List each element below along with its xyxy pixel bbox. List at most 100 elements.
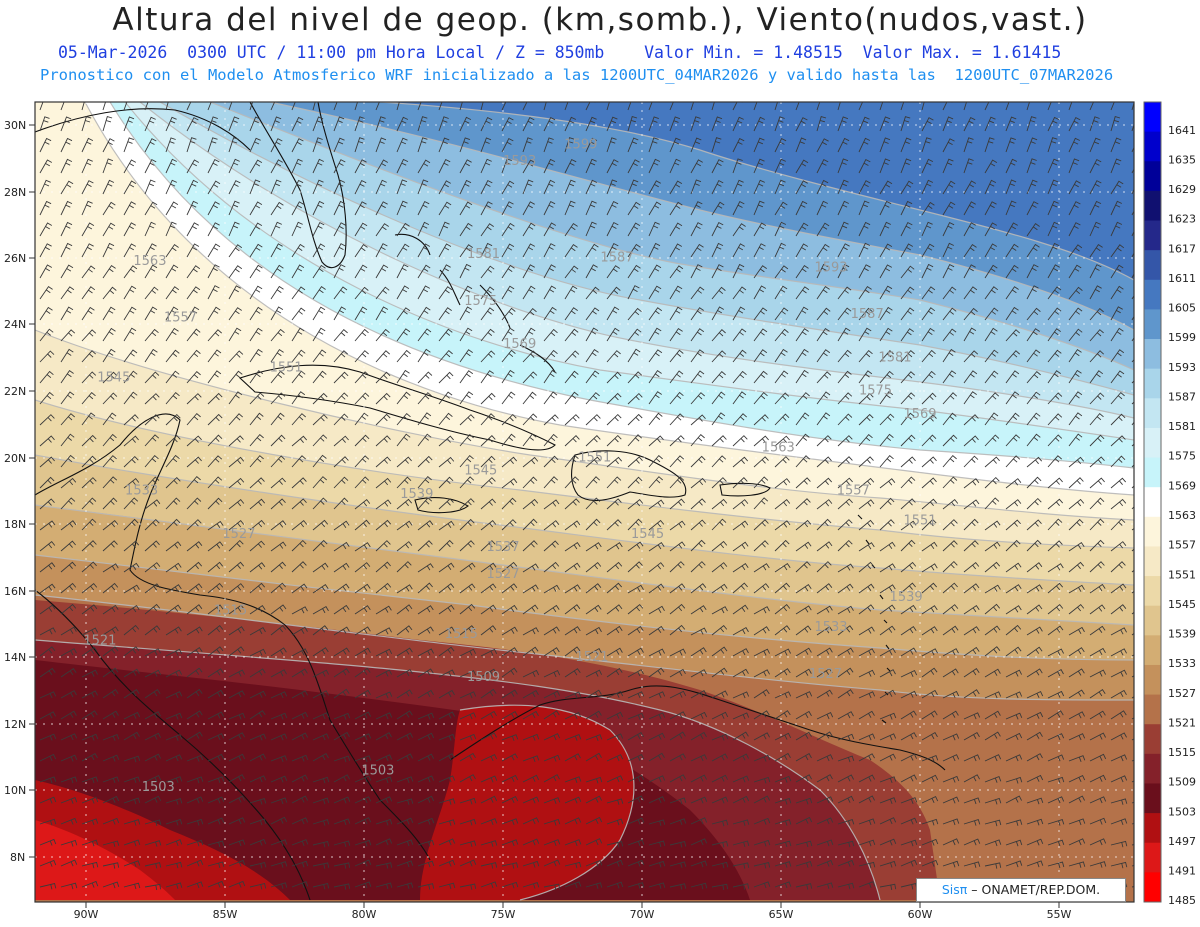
- wind-barb: [522, 774, 540, 783]
- wind-barb: [186, 667, 203, 678]
- wind-barb: [543, 349, 558, 363]
- wind-barb: [165, 179, 177, 195]
- wind-barb: [102, 433, 117, 447]
- wind-barb: [501, 689, 518, 699]
- wind-barb: [753, 116, 765, 132]
- wind-barb: [354, 498, 371, 510]
- wind-barb: [858, 774, 875, 783]
- wind-barb: [312, 647, 329, 657]
- wind-barb: [1110, 583, 1127, 594]
- wind-barb: [417, 371, 433, 384]
- wind-barb: [207, 102, 217, 111]
- wind-barb: [459, 349, 473, 363]
- wind-barb: [480, 583, 497, 594]
- credit-text: – ONAMET/REP.DOM.: [971, 882, 1101, 897]
- wind-barb: [963, 604, 980, 615]
- wind-barb: [984, 625, 1001, 636]
- wind-barb: [354, 519, 371, 531]
- wind-barb: [417, 883, 435, 890]
- wind-barb: [459, 603, 476, 615]
- wind-barb: [375, 818, 393, 826]
- wind-barb: [543, 243, 556, 258]
- wind-barb: [774, 797, 792, 805]
- wind-barb: [60, 180, 74, 195]
- colorbar-level-label: 1623: [1168, 213, 1196, 226]
- wind-barb: [795, 477, 811, 489]
- wind-barb: [858, 433, 873, 447]
- wind-barb: [1005, 499, 1022, 510]
- wind-barb: [81, 286, 96, 300]
- wind-barb: [207, 561, 224, 573]
- wind-barb: [564, 584, 581, 594]
- wind-barb: [1047, 370, 1061, 384]
- wind-barb: [144, 348, 158, 363]
- wind-barb: [543, 540, 559, 552]
- wind-barb: [816, 667, 833, 678]
- wind-barb: [522, 222, 536, 237]
- wind-barb: [354, 102, 358, 111]
- contour-lines: [35, 102, 1134, 901]
- wind-barb: [627, 456, 643, 468]
- wind-barb: [627, 754, 645, 762]
- wind-barb: [1089, 285, 1102, 300]
- wind-barb: [837, 583, 854, 594]
- wind-barb: [480, 498, 496, 510]
- wind-barb: [81, 116, 92, 132]
- wind-barb: [333, 371, 349, 384]
- wind-barb: [291, 668, 308, 678]
- wind-barb: [270, 455, 286, 468]
- wind-barb: [1110, 102, 1120, 111]
- wind-barb: [963, 774, 980, 783]
- wind-barb: [963, 391, 977, 405]
- wind-barb: [753, 839, 771, 847]
- wind-barb: [207, 796, 225, 804]
- wind-barb: [291, 754, 309, 762]
- wind-barb: [186, 754, 204, 762]
- wind-barb: [648, 819, 666, 826]
- wind-barb: [459, 562, 476, 573]
- wind-barb: [102, 776, 120, 784]
- wind-barb: [711, 624, 728, 636]
- wind-barb: [690, 159, 703, 174]
- wind-barb: [858, 561, 875, 573]
- colorbar-level-label: 1581: [1168, 420, 1196, 433]
- wind-barb: [1068, 733, 1086, 741]
- wind-barb: [375, 392, 391, 405]
- wind-barb: [858, 180, 871, 195]
- wind-barb: [690, 201, 703, 216]
- wind-barb: [39, 285, 53, 300]
- wind-barb: [249, 455, 264, 468]
- wind-barb: [396, 584, 413, 594]
- wind-barb: [438, 520, 455, 531]
- wind-barb: [774, 285, 788, 300]
- wind-barb: [228, 413, 243, 426]
- wind-barb: [837, 755, 855, 763]
- wind-barb: [774, 242, 786, 258]
- wind-barb: [942, 860, 960, 868]
- wind-barb: [228, 817, 246, 825]
- wind-barb: [144, 518, 160, 531]
- wind-barb: [144, 476, 160, 489]
- wind-barb: [1110, 413, 1126, 426]
- wind-barb: [1089, 796, 1107, 804]
- wind-barb: [81, 690, 98, 699]
- wind-barb: [1089, 561, 1105, 573]
- wind-barb: [1047, 221, 1059, 237]
- wind-barb: [963, 731, 980, 741]
- wind-barb: [207, 370, 222, 384]
- wind-barb: [165, 137, 176, 153]
- wind-barb: [186, 731, 203, 741]
- wind-barb: [606, 350, 621, 363]
- wind-barb: [816, 179, 829, 195]
- wind-barb: [333, 731, 350, 741]
- wind-barb: [438, 412, 453, 426]
- wind-barb: [1047, 434, 1063, 447]
- wind-barb: [291, 519, 308, 531]
- wind-barb: [207, 668, 224, 678]
- wind-barb: [921, 605, 938, 615]
- wind-barb: [438, 307, 452, 321]
- wind-barb: [102, 604, 119, 615]
- wind-barb: [921, 221, 933, 237]
- wind-barb: [291, 860, 309, 868]
